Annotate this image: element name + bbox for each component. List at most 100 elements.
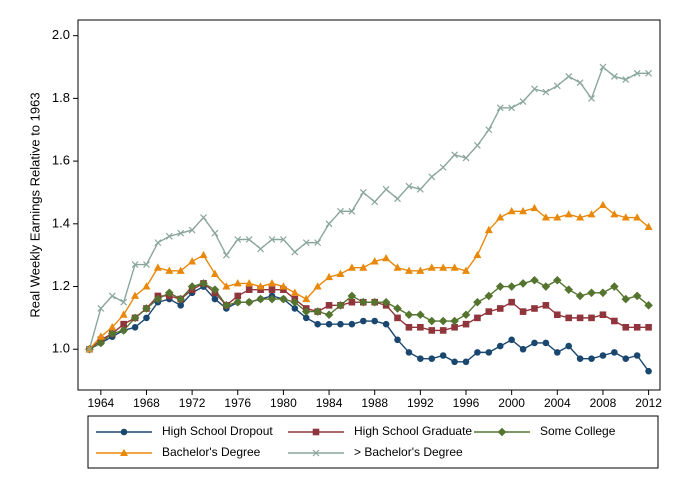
marker [439, 352, 447, 359]
marker [416, 310, 425, 320]
marker [164, 288, 174, 298]
marker [474, 314, 481, 322]
marker [632, 291, 642, 301]
marker [290, 288, 299, 296]
marker [394, 336, 401, 344]
marker [473, 297, 482, 307]
y-tick-label: 1.2 [52, 278, 70, 293]
marker [291, 248, 299, 256]
marker [576, 213, 585, 221]
series-line [88, 65, 649, 350]
marker [644, 301, 653, 310]
marker [371, 198, 379, 206]
marker [428, 355, 436, 362]
marker [257, 286, 264, 293]
marker [462, 154, 470, 162]
x-tick-label: 2012 [635, 396, 662, 410]
marker [337, 207, 344, 215]
marker [474, 349, 481, 356]
marker [405, 349, 413, 356]
marker [610, 210, 619, 218]
marker [462, 320, 470, 328]
marker [324, 310, 334, 320]
marker [290, 297, 300, 307]
marker [588, 355, 595, 362]
marker [541, 213, 550, 221]
marker [473, 250, 482, 259]
marker [450, 263, 459, 271]
x-tick-label: 2004 [544, 396, 571, 410]
marker [268, 279, 276, 287]
marker [542, 88, 550, 96]
marker [611, 349, 618, 356]
legend-box [87, 415, 659, 469]
marker [438, 316, 448, 326]
marker [394, 314, 401, 322]
legend-label: Some College [540, 424, 616, 438]
marker [622, 323, 630, 331]
marker [417, 323, 424, 331]
legend-label: Bachelor's Degree [162, 445, 261, 459]
marker [257, 245, 265, 253]
marker [575, 291, 585, 301]
marker [199, 250, 208, 259]
marker [280, 286, 287, 293]
y-tick-label: 1.6 [52, 153, 70, 168]
marker [587, 288, 596, 298]
marker [176, 294, 186, 304]
marker [210, 285, 220, 294]
x-tick-label: 1984 [316, 396, 343, 410]
marker [279, 294, 288, 304]
marker [336, 301, 345, 310]
marker [484, 291, 494, 301]
marker [222, 301, 231, 310]
marker [553, 213, 562, 221]
marker [143, 261, 150, 269]
marker [564, 210, 573, 218]
marker [222, 251, 230, 259]
marker [394, 195, 401, 203]
x-tick-label: 2000 [498, 396, 525, 410]
marker [565, 73, 573, 80]
marker [153, 263, 162, 271]
marker [348, 320, 356, 328]
marker [381, 297, 391, 307]
marker [154, 239, 162, 247]
marker [107, 329, 117, 338]
marker [552, 275, 562, 285]
marker [633, 323, 641, 331]
marker [268, 286, 276, 293]
marker [644, 222, 653, 230]
marker [358, 297, 368, 307]
marker [131, 291, 140, 299]
marker [279, 282, 288, 290]
marker [576, 314, 584, 322]
plot-frame [77, 19, 661, 391]
marker [485, 349, 493, 356]
marker [234, 292, 242, 300]
marker [633, 352, 641, 359]
marker [496, 213, 505, 221]
marker [142, 282, 151, 290]
marker [484, 225, 493, 234]
y-tick-label: 1.4 [52, 215, 70, 230]
marker [451, 358, 458, 366]
marker [187, 282, 197, 291]
marker [508, 298, 515, 306]
marker [153, 294, 163, 304]
marker [211, 295, 219, 303]
marker [633, 213, 642, 221]
marker [108, 322, 117, 331]
marker [565, 342, 573, 350]
marker [370, 297, 380, 307]
marker [85, 345, 93, 353]
marker [314, 239, 322, 247]
marker [599, 352, 607, 359]
marker [370, 257, 379, 265]
marker [439, 263, 448, 271]
legend-marker [312, 428, 320, 436]
marker [130, 313, 140, 323]
marker [359, 263, 368, 271]
marker [519, 98, 527, 105]
